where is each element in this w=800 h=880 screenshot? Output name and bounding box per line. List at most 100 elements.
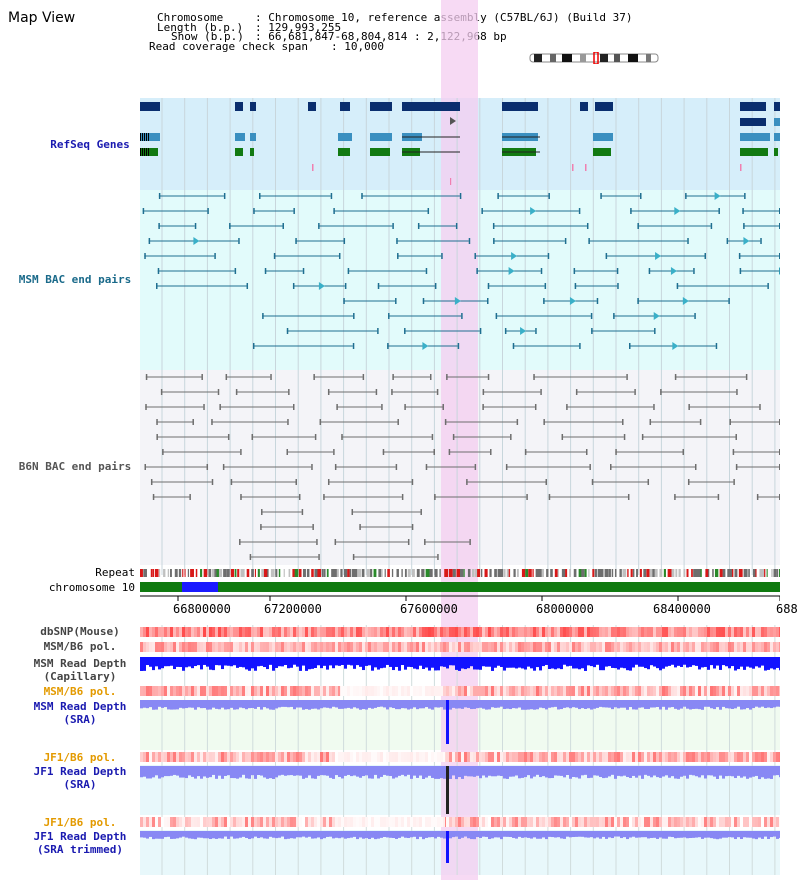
read-depth-bar bbox=[599, 766, 602, 777]
heat-cell bbox=[632, 642, 635, 652]
gene-feature bbox=[250, 148, 254, 156]
heat-cell bbox=[743, 627, 746, 637]
read-depth-bar bbox=[638, 700, 641, 708]
track-label-msm-bac[interactable]: MSM BAC end pairs bbox=[18, 273, 132, 286]
track-label-b6n-bac[interactable]: B6N BAC end pairs bbox=[18, 460, 132, 473]
heat-cell bbox=[548, 817, 551, 827]
heat-cell bbox=[275, 686, 278, 696]
track-label-jf1-pol-1[interactable]: JF1/B6 pol. bbox=[43, 751, 117, 764]
msm-bac-arrow bbox=[193, 237, 200, 245]
heat-cell bbox=[350, 627, 353, 637]
heat-cell bbox=[530, 642, 533, 652]
heat-cell bbox=[149, 686, 152, 696]
track-label-refseq[interactable]: RefSeq Genes bbox=[50, 138, 130, 151]
read-depth-bar bbox=[407, 657, 410, 667]
read-depth-bar bbox=[482, 766, 485, 776]
heat-cell bbox=[344, 627, 347, 637]
b6n-bac-end bbox=[660, 389, 662, 395]
b6n-bac-end bbox=[688, 404, 690, 410]
heat-cell bbox=[485, 686, 488, 696]
read-depth-bar bbox=[557, 831, 560, 838]
repeat-element bbox=[604, 569, 609, 577]
heat-cell bbox=[629, 627, 632, 637]
read-depth-bar bbox=[386, 700, 389, 710]
genome-tracks[interactable] bbox=[140, 0, 780, 880]
read-depth-bar bbox=[734, 766, 737, 779]
read-depth-bar bbox=[194, 700, 197, 710]
read-depth-bar bbox=[164, 831, 167, 838]
repeat-element bbox=[494, 569, 497, 577]
read-depth-bar bbox=[461, 657, 464, 669]
read-depth-bar bbox=[599, 657, 602, 671]
read-depth-bar bbox=[383, 766, 386, 775]
read-depth-bar bbox=[617, 700, 620, 709]
heat-cell bbox=[197, 752, 200, 762]
track-label-jf1-pol-2[interactable]: JF1/B6 pol. bbox=[43, 816, 117, 829]
read-depth-bar bbox=[461, 831, 464, 838]
track-label-jf1-depth-trim[interactable]: JF1 Read Depth bbox=[33, 830, 127, 843]
read-depth-bar bbox=[752, 766, 755, 777]
read-depth-bar bbox=[458, 657, 461, 671]
heat-cell bbox=[329, 642, 332, 652]
axis-tick-label: 68400000 bbox=[653, 602, 711, 616]
heat-cell bbox=[497, 817, 500, 827]
track-label-repeat[interactable]: Repeat bbox=[95, 566, 135, 579]
repeat-element bbox=[773, 569, 777, 577]
heat-cell bbox=[143, 686, 146, 696]
gene-feature bbox=[774, 133, 780, 141]
b6n-bac-end bbox=[627, 494, 630, 500]
read-depth-bar bbox=[248, 831, 251, 840]
track-label-msm-b6-pol-2[interactable]: MSM/B6 pol. bbox=[43, 685, 117, 698]
heat-cell bbox=[533, 642, 536, 652]
heat-cell bbox=[593, 627, 596, 637]
msm-bac-end bbox=[742, 208, 744, 214]
read-depth-bar bbox=[170, 700, 173, 710]
read-depth-bar bbox=[620, 766, 623, 777]
heat-cell bbox=[239, 752, 242, 762]
chromosome-ideogram[interactable] bbox=[528, 52, 660, 64]
heat-cell bbox=[467, 642, 470, 652]
heat-cell bbox=[278, 686, 281, 696]
heat-cell bbox=[194, 642, 197, 652]
read-depth-bar bbox=[623, 831, 626, 838]
track-label-dbsnp[interactable]: dbSNP(Mouse) bbox=[40, 625, 120, 638]
heat-cell bbox=[431, 642, 434, 652]
gene-exon bbox=[144, 133, 145, 141]
repeat-element bbox=[349, 569, 352, 577]
track-label-msm-b6-pol-1[interactable]: MSM/B6 pol. bbox=[43, 640, 117, 653]
heat-cell bbox=[170, 817, 173, 827]
heat-cell bbox=[158, 817, 161, 827]
heat-cell bbox=[488, 686, 491, 696]
heat-cell bbox=[563, 752, 566, 762]
track-label-msm-depth-cap[interactable]: MSM Read Depth bbox=[33, 657, 127, 670]
heat-cell bbox=[557, 817, 560, 827]
read-depth-bar bbox=[209, 657, 212, 670]
gene-exon bbox=[148, 148, 149, 156]
heat-cell bbox=[194, 627, 197, 637]
track-label-msm-depth-sra[interactable]: MSM Read Depth bbox=[33, 700, 127, 713]
heat-cell bbox=[713, 752, 716, 762]
read-depth-bar bbox=[425, 766, 428, 778]
read-depth-bar bbox=[407, 831, 410, 839]
heat-cell bbox=[545, 627, 548, 637]
msm-bac-end bbox=[495, 313, 498, 319]
heat-cell bbox=[599, 642, 602, 652]
heat-cell bbox=[593, 686, 596, 696]
read-depth-bar bbox=[749, 831, 752, 838]
heat-cell bbox=[251, 627, 254, 637]
b6n-bac-end bbox=[362, 374, 365, 380]
read-depth-bar bbox=[308, 831, 311, 837]
b6n-bac-end bbox=[327, 389, 330, 395]
read-depth-bar bbox=[239, 766, 242, 778]
read-depth-bar bbox=[449, 657, 452, 666]
msm-bac-arrow bbox=[653, 312, 660, 320]
read-depth-bar bbox=[509, 700, 512, 710]
track-label-jf1-depth-sra[interactable]: JF1 Read Depth bbox=[33, 765, 127, 778]
repeat-element bbox=[459, 569, 464, 577]
read-depth-bar bbox=[551, 766, 554, 779]
heat-cell bbox=[293, 642, 296, 652]
track-label-chromosome[interactable]: chromosome 10 bbox=[48, 581, 135, 594]
heat-cell bbox=[629, 642, 632, 652]
heat-cell bbox=[152, 686, 155, 696]
read-depth-bar bbox=[695, 831, 698, 838]
